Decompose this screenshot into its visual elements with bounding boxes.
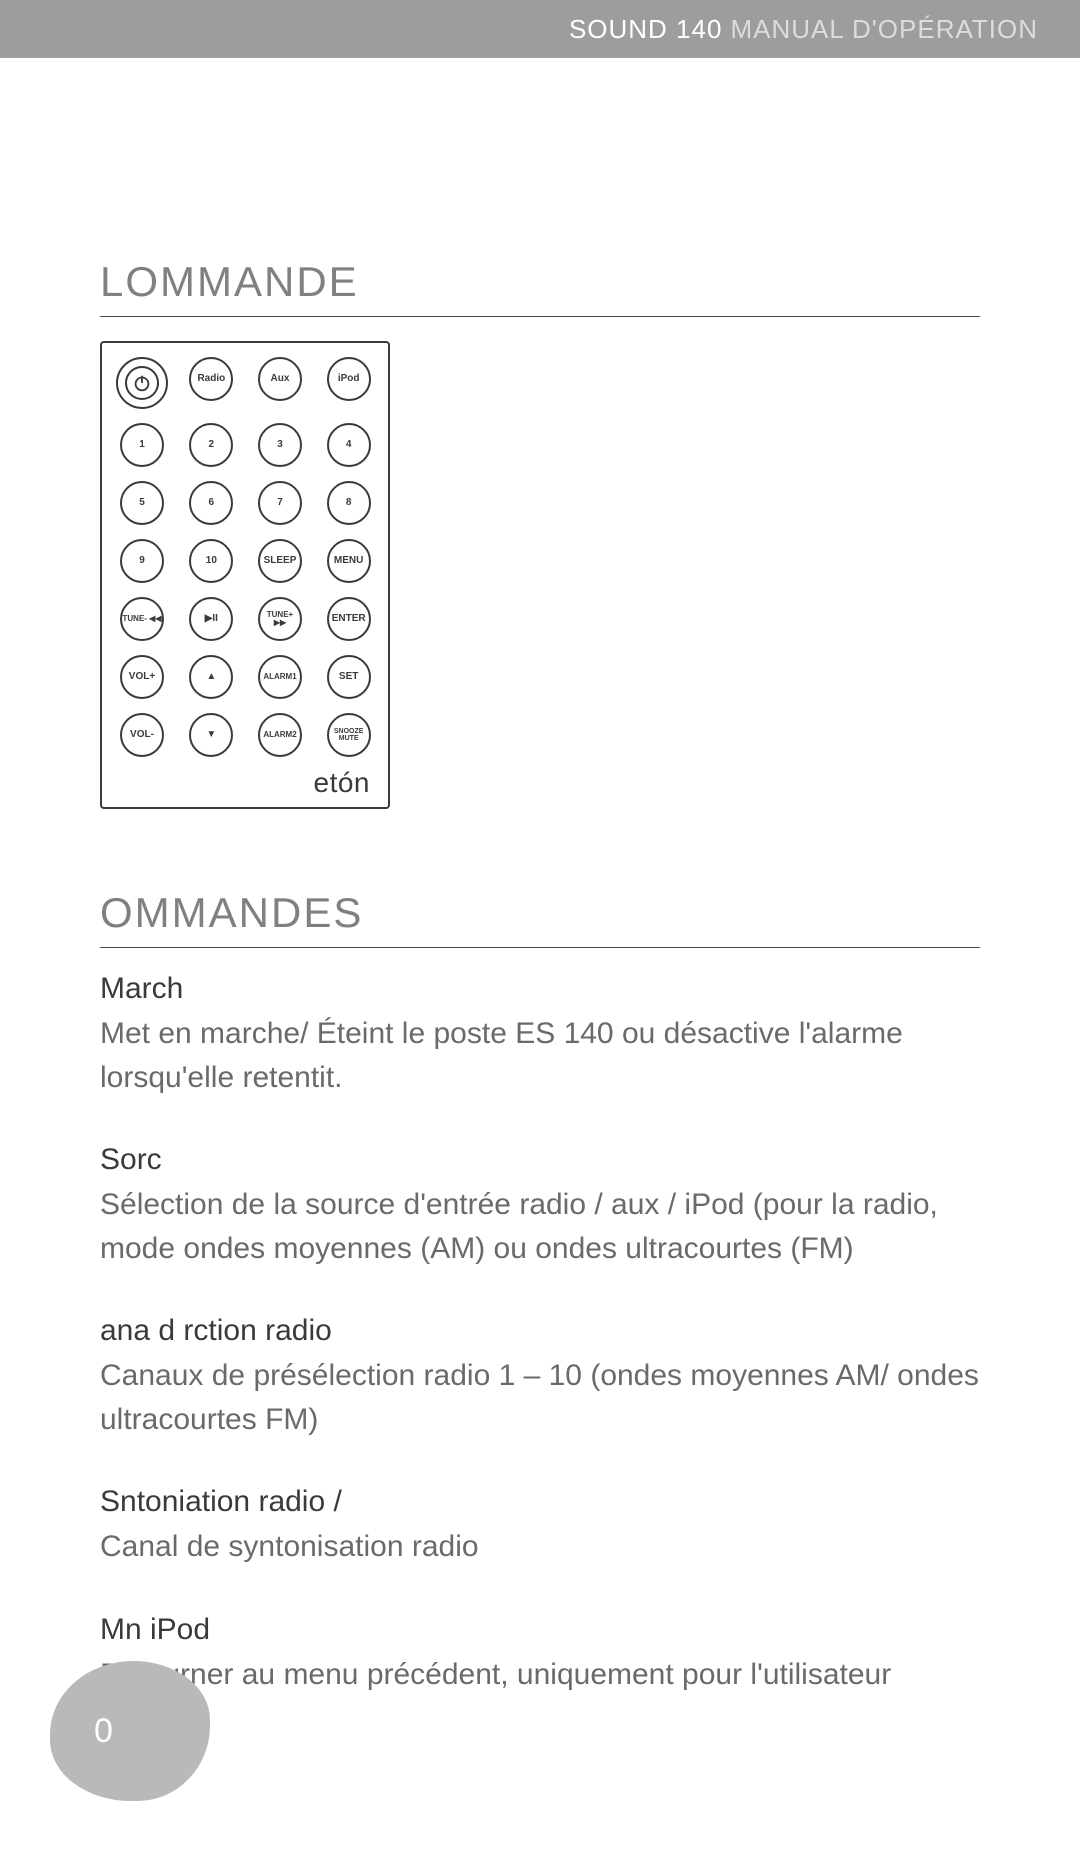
remote-btn-3: 3	[258, 423, 302, 467]
remote-btn-enter: ENTER	[327, 597, 371, 641]
remote-diagram: Radio Aux iPod 1 2 3 4 5 6 7 8 9 10 SLEE…	[100, 341, 390, 809]
page-number: 0	[94, 1712, 113, 1751]
remote-btn-4: 4	[327, 423, 371, 467]
entry-desc: Sélection de la source d'entrée radio / …	[100, 1183, 980, 1270]
entry-sorc: Sorc Sélection de la source d'entrée rad…	[100, 1143, 980, 1270]
remote-btn-alarm1: ALARM1	[258, 655, 302, 699]
remote-btn-8: 8	[327, 481, 371, 525]
page-number-blob: 0	[50, 1661, 210, 1801]
entry-desc: Canaux de présélection radio 1 – 10 (ond…	[100, 1354, 980, 1441]
power-icon	[131, 372, 153, 394]
remote-btn-5: 5	[120, 481, 164, 525]
entry-label: Sntoniation radio /	[100, 1485, 980, 1519]
remote-btn-radio: Radio	[189, 357, 233, 401]
entry-radio-preset: ana d rction radio Canaux de présélectio…	[100, 1314, 980, 1441]
remote-btn-tune-plus: TUNE+ ▶▶	[258, 597, 302, 641]
remote-btn-alarm2: ALARM2	[258, 713, 302, 757]
section-title-remote: LOMMANDE	[100, 258, 980, 317]
remote-btn-set: SET	[327, 655, 371, 699]
remote-grid: Radio Aux iPod 1 2 3 4 5 6 7 8 9 10 SLEE…	[116, 357, 374, 757]
entry-label: March	[100, 972, 980, 1006]
entry-ipod-menu: Mn iPod Retourner au menu précédent, uni…	[100, 1613, 980, 1740]
remote-btn-1: 1	[120, 423, 164, 467]
remote-btn-play-pause: ▶II	[189, 597, 233, 641]
header-subtitle: MANUAL D'OPÉRATION	[730, 14, 1038, 45]
remote-btn-9: 9	[120, 539, 164, 583]
entry-desc: Retourner au menu précédent, uniquement …	[100, 1653, 980, 1740]
page-content: LOMMANDE Radio Aux iPod 1 2 3 4 5 6 7 8 …	[0, 58, 1080, 1740]
entry-desc: Met en marche/ Éteint le poste ES 140 ou…	[100, 1012, 980, 1099]
remote-btn-snooze: SNOOZE MUTE	[327, 713, 371, 757]
remote-btn-sleep: SLEEP	[258, 539, 302, 583]
remote-btn-7: 7	[258, 481, 302, 525]
header-bar: SOUND 140 MANUAL D'OPÉRATION	[0, 0, 1080, 58]
entry-march: March Met en marche/ Éteint le poste ES …	[100, 972, 980, 1099]
entry-tuning: Sntoniation radio / Canal de syntonisati…	[100, 1485, 980, 1569]
remote-btn-vol-up: VOL+	[120, 655, 164, 699]
remote-btn-vol-down: VOL-	[120, 713, 164, 757]
remote-btn-up: ▲	[189, 655, 233, 699]
remote-btn-tune-minus: TUNE- ◀◀	[120, 597, 164, 641]
entry-desc: Canal de syntonisation radio	[100, 1525, 980, 1569]
entry-label: ana d rction radio	[100, 1314, 980, 1348]
remote-btn-power	[116, 357, 168, 409]
remote-btn-menu: MENU	[327, 539, 371, 583]
remote-btn-6: 6	[189, 481, 233, 525]
remote-btn-ipod: iPod	[327, 357, 371, 401]
remote-brand: etón	[116, 767, 374, 799]
remote-btn-2: 2	[189, 423, 233, 467]
entry-label: Sorc	[100, 1143, 980, 1177]
header-product: SOUND 140	[569, 14, 723, 45]
remote-btn-aux: Aux	[258, 357, 302, 401]
remote-btn-down: ▼	[189, 713, 233, 757]
section-title-commands: OMMANDES	[100, 889, 980, 948]
entry-label: Mn iPod	[100, 1613, 980, 1647]
remote-btn-10: 10	[189, 539, 233, 583]
